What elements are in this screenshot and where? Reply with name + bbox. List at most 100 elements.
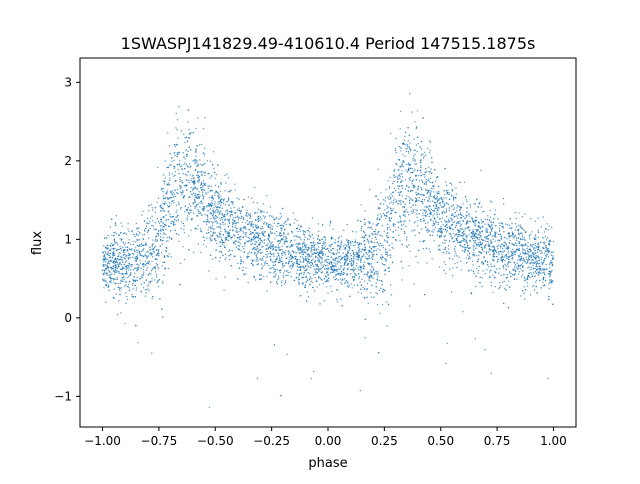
data-point [215, 239, 217, 242]
data-point [526, 248, 528, 250]
data-point [420, 166, 422, 169]
data-point [141, 254, 143, 257]
data-point [369, 264, 371, 266]
data-point [208, 210, 210, 212]
data-point [132, 240, 134, 243]
data-point [214, 177, 216, 179]
data-point [443, 248, 445, 251]
data-point [461, 232, 463, 234]
data-point [293, 262, 296, 264]
data-point [151, 244, 153, 246]
data-point [317, 257, 319, 259]
data-point [541, 256, 543, 258]
data-point [314, 243, 317, 246]
data-point [371, 232, 373, 234]
data-point [390, 256, 392, 259]
data-point [179, 208, 182, 210]
data-point [132, 268, 134, 271]
data-point [530, 256, 533, 258]
data-point [494, 270, 496, 273]
data-point [512, 251, 514, 253]
data-point [131, 248, 133, 250]
data-point [361, 225, 363, 228]
data-point [204, 163, 206, 165]
data-point [424, 222, 427, 225]
data-point [400, 204, 402, 206]
data-point [284, 236, 287, 239]
data-point [195, 155, 197, 158]
data-point [327, 264, 329, 266]
data-point [267, 238, 270, 240]
data-point [498, 244, 500, 246]
data-point [516, 266, 518, 268]
data-point [542, 216, 544, 218]
data-point [469, 206, 472, 208]
data-point [417, 262, 419, 264]
data-point [482, 270, 484, 272]
data-point [448, 220, 451, 223]
data-point [238, 198, 240, 200]
data-point [372, 223, 374, 225]
data-point [474, 225, 476, 227]
data-point [449, 252, 451, 254]
data-point [200, 251, 202, 253]
data-point [145, 242, 147, 244]
data-point [266, 255, 268, 257]
data-point [252, 223, 255, 226]
data-point [360, 256, 363, 258]
data-point [392, 201, 394, 204]
data-point [514, 211, 517, 214]
data-point [489, 233, 492, 235]
data-point [506, 274, 509, 276]
data-point [479, 234, 481, 236]
data-point [343, 248, 345, 250]
data-point [128, 287, 130, 289]
data-point [318, 270, 320, 273]
data-point [320, 256, 323, 259]
data-point [116, 266, 118, 268]
data-point [368, 249, 371, 252]
data-point [546, 268, 548, 270]
data-point [275, 281, 278, 283]
data-point [285, 241, 287, 243]
data-point [203, 240, 206, 242]
data-point [131, 284, 134, 286]
data-point [331, 290, 333, 293]
data-point [180, 180, 183, 182]
data-point [480, 246, 482, 248]
data-point [492, 274, 494, 277]
data-point [423, 155, 425, 158]
data-point [171, 160, 173, 162]
data-point [272, 276, 275, 278]
data-point [144, 295, 147, 297]
data-point [346, 280, 348, 283]
data-point [355, 258, 357, 260]
data-point [533, 256, 536, 259]
data-point [126, 264, 128, 267]
data-point [128, 269, 130, 272]
data-point [489, 210, 491, 212]
data-point [294, 258, 297, 260]
data-point [153, 246, 156, 249]
data-point [113, 250, 115, 253]
data-point [462, 311, 464, 313]
data-point [480, 262, 483, 264]
data-point [214, 232, 216, 234]
data-point [279, 217, 282, 219]
data-point [182, 222, 184, 225]
data-point [215, 217, 217, 219]
data-point [547, 256, 550, 258]
data-point [401, 179, 403, 182]
data-point [394, 189, 397, 192]
data-point [445, 197, 447, 199]
data-point [150, 270, 153, 272]
data-point [236, 236, 239, 239]
data-point [388, 254, 390, 256]
data-point [271, 225, 273, 228]
data-point [307, 257, 309, 259]
data-point [256, 202, 259, 204]
data-point [395, 229, 397, 232]
data-point [369, 221, 371, 223]
data-point [175, 127, 177, 129]
data-point [160, 228, 162, 230]
